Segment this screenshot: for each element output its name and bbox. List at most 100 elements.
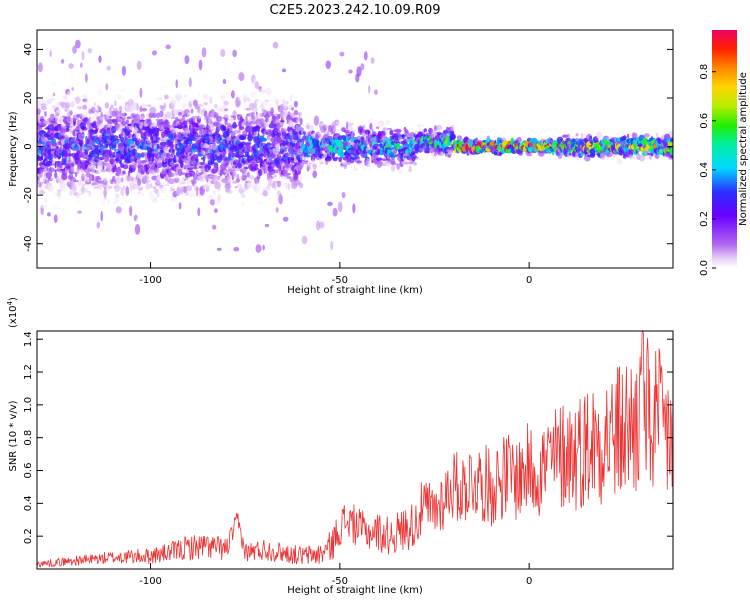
spectrogram-cell: [175, 201, 178, 209]
spectrogram-cell: [237, 96, 242, 101]
spectrogram-cell: [169, 140, 174, 143]
spectrogram-cell: [192, 154, 199, 159]
spectrogram-cell: [277, 105, 284, 113]
spectrogram-cell: [225, 91, 230, 95]
snr-y-tick-label: 0.6: [23, 463, 34, 479]
spectrogram-cell: [72, 45, 77, 54]
spectrogram-cell: [75, 96, 81, 104]
spectrogram-cell: [669, 142, 673, 146]
spectrogram-cell: [61, 162, 68, 166]
spectrogram-cell: [264, 223, 270, 228]
spectrogram-cell: [302, 131, 307, 135]
spectrogram-cell: [261, 101, 269, 106]
spectrogram-cell: [246, 97, 251, 102]
spectrogram-cell: [216, 115, 223, 122]
spectrogram-cell: [246, 171, 250, 178]
spectrogram-cell: [262, 190, 268, 197]
spectrogram-cell: [210, 160, 215, 165]
spectrogram-cell: [175, 79, 178, 89]
spectrogram-cell: [372, 134, 376, 137]
spectrogram-cell: [235, 167, 241, 172]
snr-scale-label: (x104): [6, 297, 19, 328]
spectrogram-cell: [397, 169, 403, 175]
spectrogram-cell: [108, 185, 113, 189]
spectrogram-cell: [192, 96, 199, 99]
spectrogram-cell: [348, 69, 353, 74]
spectrogram-cell: [56, 145, 59, 149]
spectrogram-cell: [226, 131, 230, 137]
spectrogram-cell: [37, 181, 44, 185]
spectrogram-cell: [301, 235, 308, 245]
spectrogram-cell: [86, 100, 90, 107]
spectrogram-cell: [244, 141, 252, 146]
spectrogram-cell: [200, 201, 208, 204]
spectrogram-cell: [246, 107, 251, 111]
spectrogram-cell: [161, 85, 169, 88]
spectrogram-cell: [250, 181, 253, 186]
spectrogram-cell: [100, 110, 103, 112]
spectrogram-cell: [318, 221, 325, 229]
spectrogram-cell: [163, 103, 167, 108]
spectrogram-cell: [180, 181, 187, 184]
spectrogram-cell: [147, 104, 152, 107]
spectrogram-cell: [232, 172, 238, 179]
spectrogram-x-tick-label: -100: [139, 275, 162, 286]
spectrogram-cell: [60, 122, 65, 128]
snr-series-line: [37, 331, 673, 568]
spectrogram-cell: [62, 186, 66, 193]
spectrogram-x-tick-label: -50: [332, 275, 348, 286]
spectrogram-cell: [103, 187, 107, 198]
spectrogram-cell: [306, 124, 310, 130]
spectrogram-cell: [88, 116, 92, 123]
spectrogram-cell: [435, 124, 443, 131]
spectrogram-cell: [266, 111, 272, 117]
spectrogram-cell: [166, 110, 174, 115]
spectrogram-cell: [38, 190, 46, 195]
spectrogram-cell: [134, 149, 137, 153]
spectrogram-cell: [53, 214, 58, 224]
spectrogram-cell: [60, 59, 65, 64]
spectrogram-cell: [363, 167, 366, 171]
spectrogram-cell: [186, 112, 191, 117]
spectrogram-cell: [580, 132, 584, 140]
spectrogram-cell: [606, 152, 613, 158]
spectrogram-cell: [301, 160, 305, 167]
spectrogram-cell: [122, 185, 126, 191]
spectrogram-cell: [415, 147, 419, 154]
spectrogram-cell: [255, 182, 262, 190]
spectrogram-cell: [224, 119, 228, 126]
spectrogram-cell: [612, 155, 617, 158]
spectrogram-cell: [233, 115, 236, 121]
spectrogram-cell: [257, 169, 263, 176]
spectrogram-cell: [232, 49, 237, 58]
spectrogram-cell: [526, 153, 533, 157]
spectrogram-cell: [277, 113, 281, 118]
spectrogram-cell: [575, 133, 579, 137]
spectrogram-cell: [197, 103, 204, 107]
spectrogram-cell: [313, 154, 316, 158]
spectrogram-cell: [371, 142, 374, 145]
spectrogram-y-tick-label: 0: [23, 143, 34, 149]
spectrogram-cell: [287, 183, 291, 191]
spectrogram-cell: [255, 244, 262, 253]
spectrogram-cell: [258, 73, 262, 79]
spectrogram-cell: [67, 90, 72, 96]
spectrogram-cell: [61, 87, 64, 92]
spectrogram-cell: [98, 186, 102, 191]
spectrogram-cell: [237, 183, 243, 188]
spectrogram-x-label: Height of straight line (km): [287, 285, 423, 296]
spectrogram-cell: [195, 158, 199, 163]
spectrogram-cell: [100, 210, 103, 222]
snr-x-tick-label: -50: [332, 576, 348, 587]
spectrogram-cell: [377, 120, 385, 127]
snr-panel: -100 -50 0 0.2 0.4 0.6 0.8 1.0 1.2 1.4 Height of…: [6, 297, 674, 596]
spectrogram-cell: [282, 68, 286, 73]
spectrogram-cell: [66, 141, 69, 148]
spectrogram-cell: [616, 131, 620, 137]
spectrogram-cell: [176, 186, 181, 197]
spectrogram-cell: [360, 136, 364, 140]
spectrogram-cell: [245, 115, 248, 124]
spectrogram-cell: [352, 133, 355, 137]
spectrogram-cell: [268, 169, 276, 172]
spectrogram-cell: [286, 152, 289, 157]
